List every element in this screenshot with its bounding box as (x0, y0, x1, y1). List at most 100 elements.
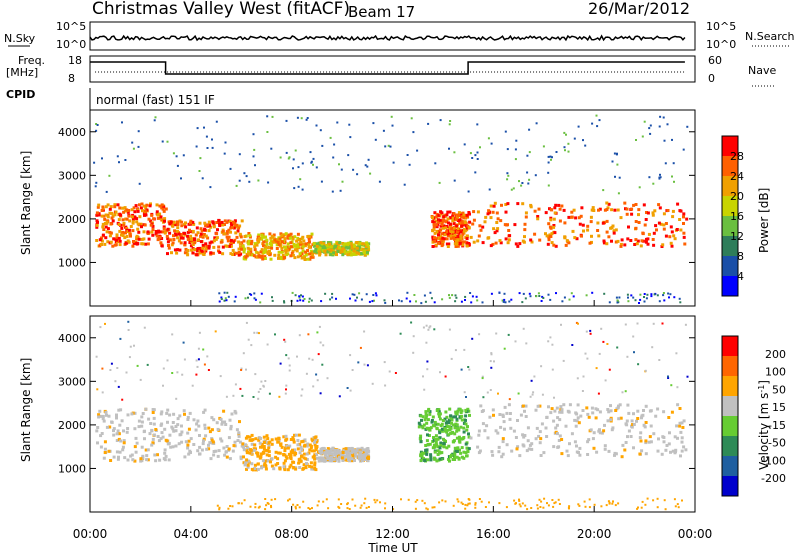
velocity-near-range-cell (441, 499, 444, 502)
velocity-near-range-cell (438, 501, 441, 504)
power-near-range-cell (365, 293, 368, 296)
power-cell (523, 222, 527, 226)
velocity-cell (166, 408, 170, 412)
power-cell (102, 214, 106, 218)
power-scatter-cell (390, 115, 393, 118)
power-cell (125, 227, 129, 231)
power-cell (206, 236, 210, 240)
power-scatter-cell (659, 173, 661, 176)
power-scatter-cell (378, 180, 381, 183)
power-cell (553, 231, 557, 235)
power-scatter-cell (658, 125, 661, 128)
power-cell (285, 253, 289, 257)
velocity-cell (361, 455, 365, 458)
velocity-scatter-cell (589, 332, 592, 335)
power-cell (176, 222, 180, 225)
velocity-cell (324, 452, 328, 456)
velocity-cell (230, 412, 234, 416)
power-cell (141, 242, 145, 246)
power-cell (353, 244, 356, 248)
power-scatter-cell (292, 158, 295, 161)
power-cell (452, 222, 456, 226)
power-scatter-cell (682, 148, 685, 151)
nsearch-label: N.Search (745, 30, 795, 43)
velocity-cell (326, 447, 330, 451)
power-scatter-cell (666, 123, 669, 126)
power-cell (467, 226, 471, 230)
power-cell (128, 232, 132, 236)
velocity-scatter-cell (182, 341, 185, 344)
velocity-cell (267, 444, 271, 448)
velocity-cell (278, 451, 282, 455)
power-near-range-cell (244, 297, 247, 300)
velocity-cell (228, 457, 232, 461)
velocity-near-range-cell (292, 503, 295, 506)
velocity-scatter-cell (490, 366, 493, 369)
power-cell (646, 242, 650, 246)
velocity-scatter-cell (219, 375, 222, 378)
velocity-near-range-cell (578, 504, 581, 507)
power-near-range-cell (220, 296, 223, 299)
velocity-near-range-cell (608, 501, 611, 504)
power-cell (247, 250, 250, 254)
velocity-scatter-cell (676, 386, 679, 389)
power-cell (366, 250, 369, 254)
velocity-near-range-cell (636, 507, 639, 510)
velocity-cell (433, 420, 437, 424)
power-cell (280, 234, 284, 237)
velocity-cell (238, 420, 241, 424)
power-cell (137, 237, 141, 241)
velocity-scatter-cell (357, 361, 360, 364)
velocity-cell (133, 445, 137, 449)
power-cell (203, 228, 206, 232)
power-scatter-cell (602, 189, 605, 192)
velocity-cell (96, 426, 100, 429)
power-cell (177, 232, 181, 236)
velocity-cell (328, 452, 332, 456)
power-cell (176, 230, 179, 233)
power-cell (223, 232, 227, 236)
velocity-cell (107, 414, 111, 418)
power-scatter-cell (138, 182, 141, 185)
power-near-range-cell (371, 300, 374, 303)
power-cell (302, 239, 306, 243)
power-cell (101, 233, 105, 237)
velocity-cell (259, 436, 263, 440)
power-cell (678, 209, 682, 213)
power-cell (343, 250, 346, 254)
power-cell (434, 219, 438, 223)
power-cell (137, 230, 141, 234)
velocity-scatter-cell (626, 355, 629, 358)
power-cell (178, 219, 182, 223)
power-cell (240, 219, 244, 223)
velocity-scatter-cell (285, 354, 288, 357)
power-cell (235, 223, 239, 227)
power-near-range-cell (301, 295, 304, 298)
power-cell (558, 207, 562, 211)
velocity-cell (259, 452, 263, 456)
velocity-cell (174, 425, 178, 428)
velocity-cell (519, 413, 523, 417)
velocity-cell (282, 465, 286, 469)
power-cell (435, 225, 439, 229)
power-cell (115, 233, 119, 237)
power-cell (586, 224, 590, 228)
nave-label: Nave (748, 64, 776, 77)
power-scatter-cell (243, 172, 246, 175)
velocity-cell (221, 420, 224, 424)
power-cell (549, 218, 553, 222)
velocity-cell (528, 443, 532, 447)
power-near-range-cell (368, 300, 371, 303)
velocity-colorbar-label: Velocity [m s-1] (757, 380, 772, 470)
power-near-range-cell (253, 292, 256, 295)
power-cell (260, 248, 264, 252)
velocity-cell (366, 459, 370, 463)
power-cell (273, 253, 277, 257)
power-scatter-cell (332, 156, 335, 159)
power-near-range-cell (572, 295, 575, 298)
power-cell (223, 223, 226, 226)
velocity-cell (225, 455, 229, 459)
power-cell (304, 250, 308, 254)
velocity-colorbar-tick-label: 100 (765, 366, 786, 379)
power-cell (270, 246, 274, 250)
